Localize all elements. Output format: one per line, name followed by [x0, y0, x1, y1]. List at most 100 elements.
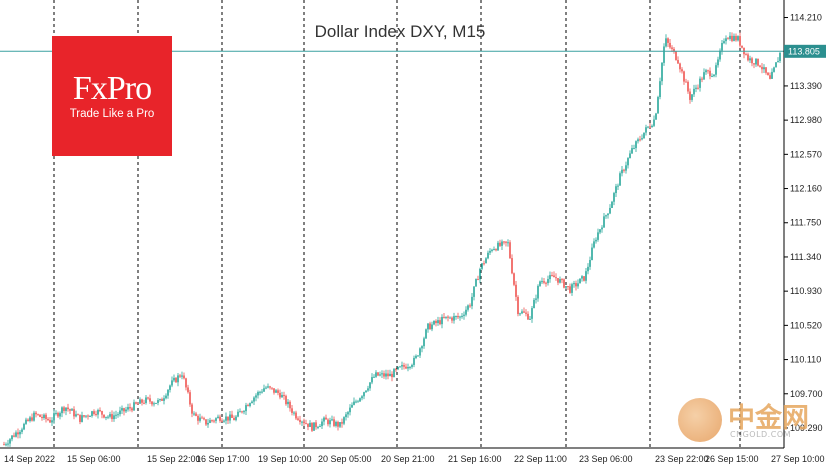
candle-body	[499, 243, 501, 246]
candle-body	[747, 54, 749, 60]
candle-body	[77, 414, 79, 415]
candle-body	[125, 410, 127, 412]
chart-title: Dollar Index DXY, M15	[315, 22, 486, 41]
candle-body	[393, 369, 395, 377]
y-axis-ticks: 114.210113.390112.980112.570112.160111.7…	[784, 13, 823, 433]
y-tick-label: 111.340	[790, 252, 821, 262]
candle-body	[127, 407, 129, 409]
candle-body	[633, 148, 635, 149]
candle-body	[185, 378, 187, 387]
candle-body	[437, 320, 439, 323]
candle-body	[485, 258, 487, 263]
candle-body	[683, 71, 685, 81]
candle-body	[329, 420, 331, 424]
candle-body	[563, 279, 565, 287]
candle-body	[701, 79, 703, 80]
candle-body	[591, 248, 593, 260]
candle-body	[223, 421, 225, 422]
candle-body	[21, 429, 23, 431]
candle-body	[247, 405, 249, 406]
x-axis-ticks: 14 Sep 2022 15 Sep 06:00 15 Sep 22:0016 Se…	[4, 454, 825, 464]
candle-body	[35, 413, 37, 415]
candle-body	[271, 388, 273, 389]
y-tick-label: 114.210	[790, 13, 822, 23]
candle-body	[15, 432, 17, 436]
candle-body	[229, 415, 231, 421]
candle-body	[345, 414, 347, 417]
candle-body	[221, 421, 223, 422]
candle-body	[453, 316, 455, 320]
candle-body	[61, 407, 63, 413]
candle-body	[45, 415, 47, 419]
candle-body	[767, 73, 769, 75]
candle-body	[761, 67, 763, 69]
candle-body	[477, 279, 479, 280]
candle-body	[289, 402, 291, 408]
candle-body	[607, 213, 609, 215]
candle-body	[695, 88, 697, 89]
candle-body	[267, 386, 269, 387]
candle-body	[721, 43, 723, 51]
candle-body	[315, 422, 317, 427]
candle-body	[303, 422, 305, 424]
candle-body	[191, 404, 193, 413]
brand-name: FxPro	[52, 70, 172, 108]
candle-body	[601, 228, 603, 230]
candle-body	[55, 413, 57, 414]
candle-body	[505, 242, 507, 243]
candle-body	[643, 133, 645, 139]
candle-body	[769, 75, 771, 79]
candle-body	[457, 316, 459, 317]
candle-body	[657, 97, 659, 113]
candle-body	[151, 402, 153, 405]
candle-body	[387, 374, 389, 377]
candle-body	[335, 422, 337, 426]
candle-body	[559, 279, 561, 283]
candle-body	[469, 305, 471, 306]
candle-body	[527, 314, 529, 320]
candle-body	[739, 36, 741, 46]
candle-body	[157, 400, 159, 403]
candle-body	[325, 418, 327, 420]
candle-body	[153, 403, 155, 404]
candle-body	[361, 396, 363, 398]
candle-body	[135, 402, 137, 403]
candle-body	[637, 139, 639, 141]
candle-body	[753, 63, 755, 64]
candle-body	[539, 281, 541, 285]
candle-body	[447, 317, 449, 318]
candle-body	[595, 240, 597, 242]
candle-body	[83, 415, 85, 416]
candle-body	[425, 329, 427, 338]
candle-body	[405, 367, 407, 369]
x-tick-label: 23 Sep 06:00	[579, 454, 633, 464]
candle-body	[515, 285, 517, 297]
candle-body	[719, 51, 721, 60]
candle-body	[725, 38, 727, 41]
candle-body	[567, 286, 569, 287]
candle-body	[521, 311, 523, 313]
candle-body	[41, 417, 43, 418]
candle-body	[297, 418, 299, 419]
candle-body	[773, 67, 775, 71]
x-tick-label: 19 Sep 10:00	[258, 454, 312, 464]
candle-body	[179, 375, 181, 376]
price-tag: 113.805	[784, 45, 826, 58]
candle-body	[745, 54, 747, 55]
candle-body	[531, 308, 533, 319]
candle-body	[639, 139, 641, 140]
candle-body	[293, 413, 295, 414]
fxpro-logo: FxPro Trade Like a Pro	[52, 36, 172, 156]
candle-body	[87, 416, 89, 417]
candle-body	[503, 242, 505, 243]
candle-body	[603, 216, 605, 227]
candle-body	[265, 388, 267, 389]
candle-body	[279, 393, 281, 397]
candle-body	[581, 276, 583, 278]
candle-body	[73, 409, 75, 416]
candle-body	[693, 89, 695, 95]
candle-body	[95, 414, 97, 415]
candle-body	[611, 202, 613, 208]
candle-body	[675, 52, 677, 60]
candle-body	[685, 82, 687, 83]
